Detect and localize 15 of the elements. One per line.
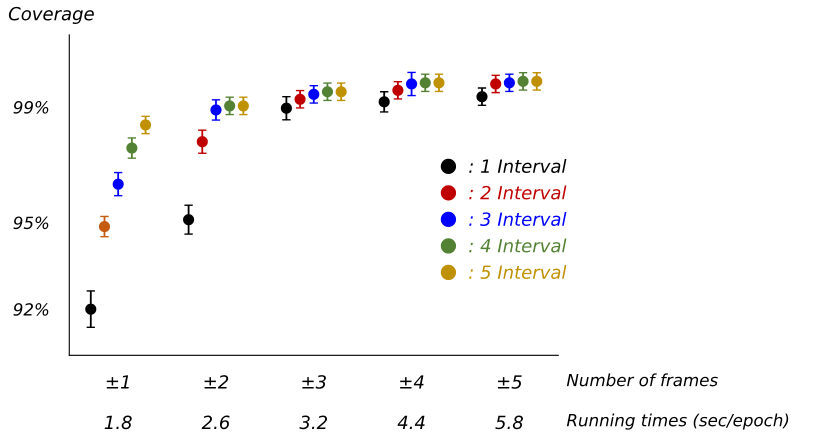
category-label: ±1 1.8: [104, 375, 132, 430]
text: Number of frames Running times (sec/epoch): [566, 373, 788, 430]
y-axis-title: Coverage: [8, 6, 94, 24]
legend-label: : 3 Interval: [469, 212, 566, 226]
category-label: ±5 5.8: [495, 375, 523, 430]
y-tick-label: 99%: [14, 101, 48, 114]
category-label: ±2 2.6: [202, 375, 230, 430]
category-label: ±4 4.4: [398, 375, 425, 429]
y-tick-label: 92%: [14, 303, 48, 316]
legend-label: : 4 Interval: [469, 238, 566, 252]
category-label: ±3 3.2: [299, 375, 328, 430]
legend-label: : 5 Interval: [469, 265, 566, 279]
legend-label: : 2 Interval: [469, 186, 566, 200]
y-tick-label: 95%: [14, 216, 48, 230]
legend-label: : 1 Interval: [469, 159, 566, 173]
